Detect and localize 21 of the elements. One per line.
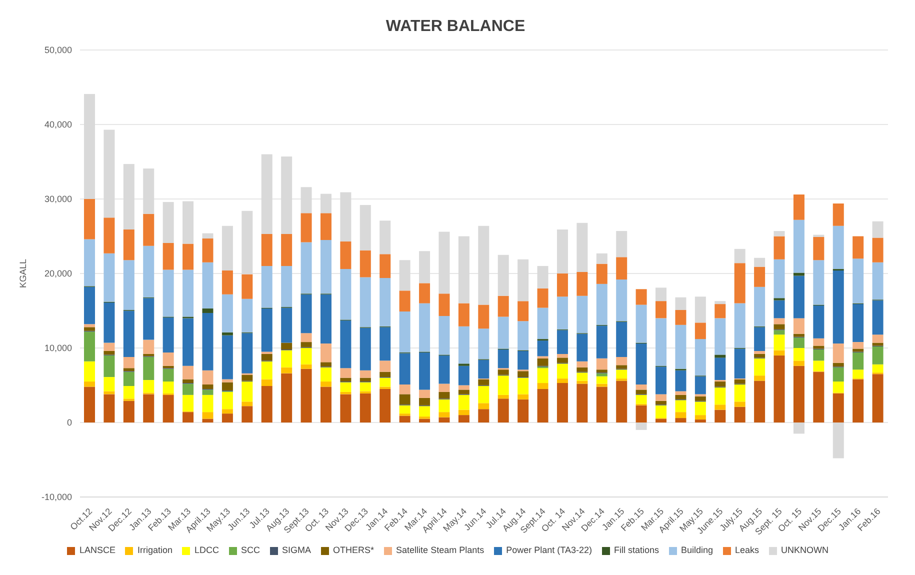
legend-label: Satellite Steam Plants (396, 545, 484, 555)
legend-label: Power Plant (TA3-22) (506, 545, 592, 555)
legend-label: UNKNOWN (781, 545, 829, 555)
y-tick-label: 30,000 (44, 194, 72, 204)
y-tick-label: 50,000 (44, 45, 72, 56)
y-tick-label: 40,000 (44, 120, 72, 130)
legend-label: LANSCE (79, 545, 116, 555)
y-tick-label: 0 (66, 418, 72, 428)
legend-label: Building (680, 545, 714, 555)
legend-label: SIGMA (282, 545, 312, 555)
chart-title: WATER BALANCE (384, 17, 526, 37)
legend-label: Irrigation (137, 545, 172, 555)
legend-label: Leaks (735, 545, 760, 555)
y-tick-label: 10,000 (44, 343, 72, 354)
legend-label: Fill stations (614, 545, 659, 555)
y-axis-title: KGALL (18, 258, 28, 288)
y-tick-label: 20,000 (44, 268, 72, 279)
legend-label: OTHERS* (333, 545, 374, 555)
legend-label: LDCC (194, 545, 219, 555)
legend-label: SCC (241, 545, 260, 555)
y-tick-label: -10,000 (41, 492, 72, 502)
